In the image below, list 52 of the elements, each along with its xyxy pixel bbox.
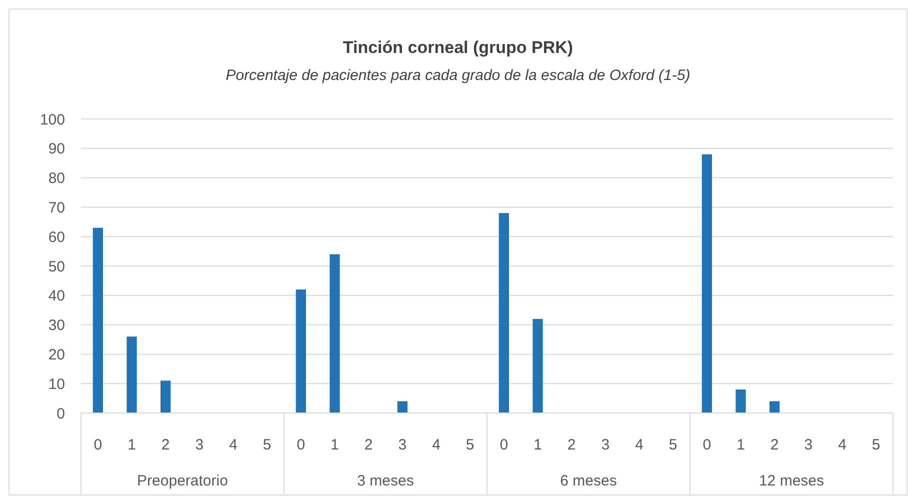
bar	[397, 401, 408, 413]
x-tick-label: 0	[500, 436, 508, 454]
y-tick-label: 60	[48, 228, 65, 246]
x-tick-label: 4	[838, 436, 846, 454]
x-tick-label: 2	[364, 436, 373, 454]
x-tick-label: 2	[770, 436, 779, 454]
bar	[736, 389, 746, 413]
y-tick-label: 40	[48, 288, 65, 305]
x-tick-label: 3	[195, 436, 204, 454]
y-tick-label: 10	[48, 376, 65, 393]
x-tick-label: 3	[804, 436, 813, 454]
x-tick-label: 5	[872, 436, 880, 454]
y-tick-label: 20	[48, 346, 65, 364]
x-tick-label: 2	[161, 436, 170, 454]
bar	[702, 154, 712, 413]
x-tick-label: 5	[466, 436, 474, 454]
x-tick-label: 0	[296, 436, 306, 454]
bar	[160, 380, 171, 413]
y-tick-label: 70	[48, 199, 65, 216]
x-tick-label: 3	[601, 436, 610, 454]
text: 6 meses	[560, 472, 617, 490]
x-tick-label: 1	[128, 436, 136, 454]
x-tick-label: 4	[432, 436, 440, 454]
x-tick-label: 2	[567, 436, 576, 454]
bar	[532, 318, 543, 413]
y-tick-label: 30	[48, 317, 65, 334]
y-tick-label: 50	[48, 258, 65, 276]
x-tick-label: 5	[262, 436, 272, 454]
x-tick-label: 0	[94, 436, 102, 454]
x-tick-label: 1	[534, 436, 542, 454]
x-tick-label: 4	[635, 436, 644, 454]
text: 3 meses	[357, 472, 414, 490]
text: Preoperatorio	[137, 472, 228, 490]
bar	[770, 401, 780, 413]
x-tick-label: 1	[330, 436, 339, 454]
x-tick-label: 3	[398, 436, 407, 454]
chart-title: Tinción corneal (grupo PRK)	[342, 38, 574, 57]
bar	[296, 290, 306, 413]
x-tick-label: 1	[736, 436, 745, 454]
x-tick-label: 0	[702, 436, 712, 454]
bar	[92, 228, 103, 413]
bar	[126, 336, 137, 413]
x-tick-label: 5	[668, 436, 678, 454]
y-tick-label: 80	[48, 170, 65, 188]
text: 12 meses	[758, 472, 824, 490]
y-tick-label: 0	[56, 405, 65, 422]
chart-subtitle: Porcentaje de pacientes para cada grado de la escala de Oxford (1-5)	[226, 67, 690, 84]
bar	[498, 213, 509, 413]
x-tick-label: 4	[229, 436, 238, 454]
y-tick-label: 100	[40, 111, 65, 128]
y-tick-label: 90	[48, 140, 65, 158]
bar	[330, 254, 340, 413]
